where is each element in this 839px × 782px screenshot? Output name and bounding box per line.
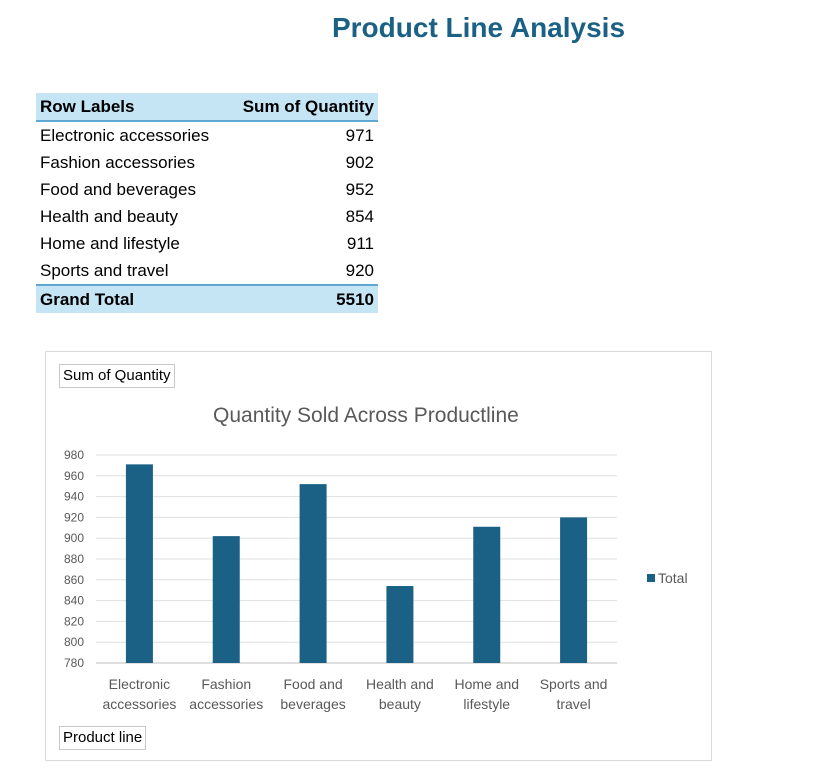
table-row[interactable]: Home and lifestyle 911	[36, 230, 378, 257]
grand-total-value: 5510	[227, 284, 378, 313]
row-label: Health and beauty	[40, 207, 178, 226]
y-tick-label: 840	[64, 594, 84, 608]
y-tick-label: 940	[64, 490, 84, 504]
bar[interactable]	[299, 484, 327, 663]
y-tick-label: 960	[64, 469, 84, 483]
axis-field-button[interactable]: Product line	[59, 726, 147, 750]
row-value: 854	[345, 207, 374, 226]
x-tick-label: Fashion	[201, 676, 251, 692]
row-value: 920	[345, 261, 374, 280]
legend-swatch	[647, 574, 655, 582]
table-row[interactable]: Fashion accessories 902	[36, 149, 378, 176]
row-labels-header[interactable]: Row Labels	[36, 93, 228, 122]
bar[interactable]	[212, 536, 240, 663]
x-tick-label: Health and	[366, 676, 434, 692]
table-row[interactable]: Electronic accessories 971	[36, 121, 378, 149]
row-value: 902	[345, 153, 374, 172]
pivot-body: Electronic accessories 971 Fashion accesso…	[36, 121, 378, 285]
chart-container[interactable]: Sum of Quantity Quantity Sold Across Pro…	[45, 351, 712, 761]
pivot-header-row: Row Labels Sum of Quantity	[36, 93, 378, 122]
row-label: Electronic accessories	[40, 126, 210, 145]
x-tick-label: accessories	[189, 696, 263, 712]
x-tick-label: Sports and	[540, 676, 608, 692]
x-tick-label: Electronic	[109, 676, 170, 692]
bar-chart: 780 800 820 840 860 880 900 920 940 960 980 Electro…	[64, 448, 688, 712]
row-value: 952	[345, 180, 374, 199]
row-value: 971	[345, 126, 374, 145]
y-tick-label: 880	[64, 552, 84, 566]
y-tick-label: 860	[64, 573, 84, 587]
row-value: 911	[346, 234, 374, 253]
page-title: Product Line Analysis	[331, 12, 626, 43]
x-tick-label: beauty	[379, 696, 421, 712]
y-tick-label: 980	[64, 448, 84, 462]
y-tick-label: 800	[64, 635, 84, 649]
bar[interactable]	[560, 517, 588, 663]
pivot-table: Row Labels Sum of Quantity Electronic ac…	[36, 93, 378, 313]
chart-title: Quantity Sold Across Productline	[213, 404, 519, 427]
grand-total-row: Grand Total 5510	[36, 284, 378, 313]
bar[interactable]	[125, 464, 153, 663]
x-tick-label: lifestyle	[463, 696, 510, 712]
legend-label: Total	[658, 570, 688, 586]
grand-total-label: Grand Total	[36, 284, 228, 313]
row-label: Home and lifestyle	[40, 234, 180, 253]
sum-of-quantity-header[interactable]: Sum of Quantity	[227, 93, 378, 122]
table-row[interactable]: Sports and travel 920	[36, 257, 378, 285]
y-tick-label: 820	[64, 614, 84, 628]
x-tick-label: beverages	[280, 696, 345, 712]
x-tick-label: Food and	[283, 676, 342, 692]
value-field-button[interactable]: Sum of Quantity	[59, 364, 175, 388]
x-tick-label: accessories	[102, 696, 176, 712]
x-tick-label: Home and	[454, 676, 519, 692]
y-tick-label: 780	[64, 656, 84, 670]
row-label: Food and beverages	[40, 180, 196, 199]
bar[interactable]	[386, 586, 414, 663]
table-row[interactable]: Health and beauty 854	[36, 203, 378, 230]
row-label: Sports and travel	[40, 261, 169, 280]
table-row[interactable]: Food and beverages 952	[36, 176, 378, 203]
bar[interactable]	[473, 526, 501, 663]
x-tick-label: travel	[556, 696, 590, 712]
y-tick-label: 900	[64, 531, 84, 545]
row-label: Fashion accessories	[40, 153, 195, 172]
y-tick-label: 920	[64, 510, 84, 524]
